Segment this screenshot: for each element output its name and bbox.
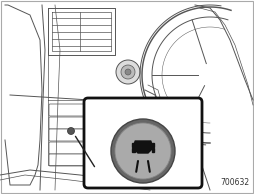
- Bar: [151, 148, 154, 152]
- Bar: [151, 143, 154, 147]
- FancyBboxPatch shape: [84, 98, 202, 188]
- Polygon shape: [134, 141, 152, 153]
- Bar: [132, 143, 135, 147]
- Circle shape: [116, 60, 140, 84]
- Circle shape: [115, 123, 171, 179]
- FancyBboxPatch shape: [49, 142, 84, 154]
- Circle shape: [111, 119, 175, 183]
- Text: 700632: 700632: [220, 178, 249, 187]
- FancyBboxPatch shape: [49, 129, 84, 141]
- FancyBboxPatch shape: [49, 154, 84, 166]
- Circle shape: [125, 69, 131, 75]
- Circle shape: [68, 127, 74, 134]
- Bar: [132, 148, 135, 152]
- FancyBboxPatch shape: [49, 117, 84, 129]
- FancyBboxPatch shape: [49, 104, 84, 116]
- Circle shape: [121, 65, 135, 79]
